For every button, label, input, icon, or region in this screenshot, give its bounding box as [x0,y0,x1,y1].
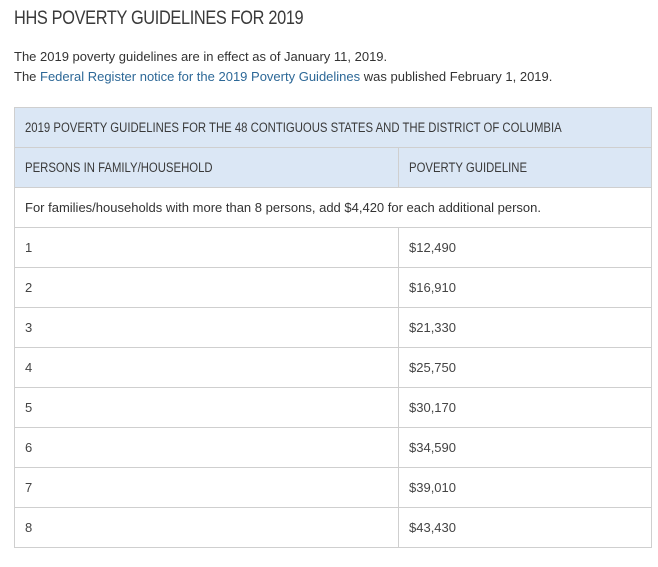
federal-register-link[interactable]: Federal Register notice for the 2019 Pov… [40,69,361,84]
persons-cell: 3 [14,307,399,348]
column-header-persons: PERSONS IN FAMILY/HOUSEHOLD [14,147,399,188]
guideline-cell: $43,430 [397,507,653,548]
intro-text: The 2019 poverty guidelines are in effec… [14,47,552,87]
table-caption: 2019 POVERTY GUIDELINES FOR THE 48 CONTI… [13,107,653,148]
guideline-cell: $30,170 [397,387,653,428]
table-header-row: PERSONS IN FAMILY/HOUSEHOLD POVERTY GUID… [14,147,653,188]
persons-cell: 7 [14,467,399,508]
guideline-cell: $39,010 [397,467,653,508]
table-caption-row: 2019 POVERTY GUIDELINES FOR THE 48 CONTI… [13,107,653,148]
column-header-guideline-text: POVERTY GUIDELINE [409,160,528,175]
additional-person-note: For families/households with more than 8… [13,187,653,228]
page-title: HHS POVERTY GUIDELINES FOR 2019 [14,8,304,29]
column-header-persons-text: PERSONS IN FAMILY/HOUSEHOLD [25,160,213,175]
table-row: 6 $34,590 [14,427,653,468]
guideline-cell: $25,750 [397,347,653,388]
persons-cell: 6 [14,427,399,468]
table-row: 2 $16,910 [14,267,653,308]
guideline-cell: $12,490 [397,227,653,268]
table-caption-text: 2019 POVERTY GUIDELINES FOR THE 48 CONTI… [25,120,562,135]
additional-person-note-row: For families/households with more than 8… [13,187,653,228]
publication-suffix: was published February 1, 2019. [360,69,553,84]
table-row: 3 $21,330 [14,307,653,348]
publication-text: The Federal Register notice for the 2019… [14,67,552,87]
guideline-cell: $34,590 [397,427,653,468]
persons-cell: 5 [14,387,399,428]
persons-cell: 4 [14,347,399,388]
persons-cell: 8 [14,507,399,548]
column-header-guideline: POVERTY GUIDELINE [397,147,653,188]
effective-date-text: The 2019 poverty guidelines are in effec… [14,49,388,64]
table-row: 7 $39,010 [14,467,653,508]
table-row: 1 $12,490 [14,227,653,268]
persons-cell: 2 [14,267,399,308]
persons-cell: 1 [14,227,399,268]
table-row: 5 $30,170 [14,387,653,428]
guideline-cell: $16,910 [397,267,653,308]
table-row: 8 $43,430 [14,507,653,548]
table-row: 4 $25,750 [14,347,653,388]
publication-prefix: The [14,69,41,84]
guideline-cell: $21,330 [397,307,653,348]
poverty-guidelines-table: 2019 POVERTY GUIDELINES FOR THE 48 CONTI… [13,107,653,548]
